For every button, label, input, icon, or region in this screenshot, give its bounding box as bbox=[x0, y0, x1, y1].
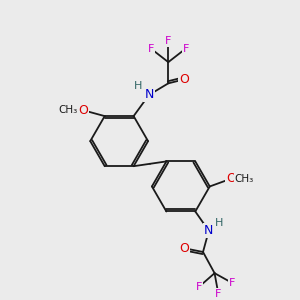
Text: O: O bbox=[179, 242, 189, 255]
Text: CH₃: CH₃ bbox=[235, 174, 254, 184]
Text: H: H bbox=[134, 81, 142, 91]
Text: F: F bbox=[182, 44, 189, 54]
Text: N: N bbox=[204, 224, 214, 237]
Text: N: N bbox=[144, 88, 154, 101]
Text: F: F bbox=[215, 290, 222, 299]
Text: H: H bbox=[215, 218, 224, 228]
Text: O: O bbox=[226, 172, 236, 185]
Text: F: F bbox=[229, 278, 235, 288]
Text: F: F bbox=[165, 36, 172, 46]
Text: CH₃: CH₃ bbox=[58, 105, 78, 115]
Text: O: O bbox=[79, 104, 88, 117]
Text: F: F bbox=[196, 282, 202, 292]
Text: O: O bbox=[179, 73, 189, 86]
Text: F: F bbox=[148, 44, 154, 54]
